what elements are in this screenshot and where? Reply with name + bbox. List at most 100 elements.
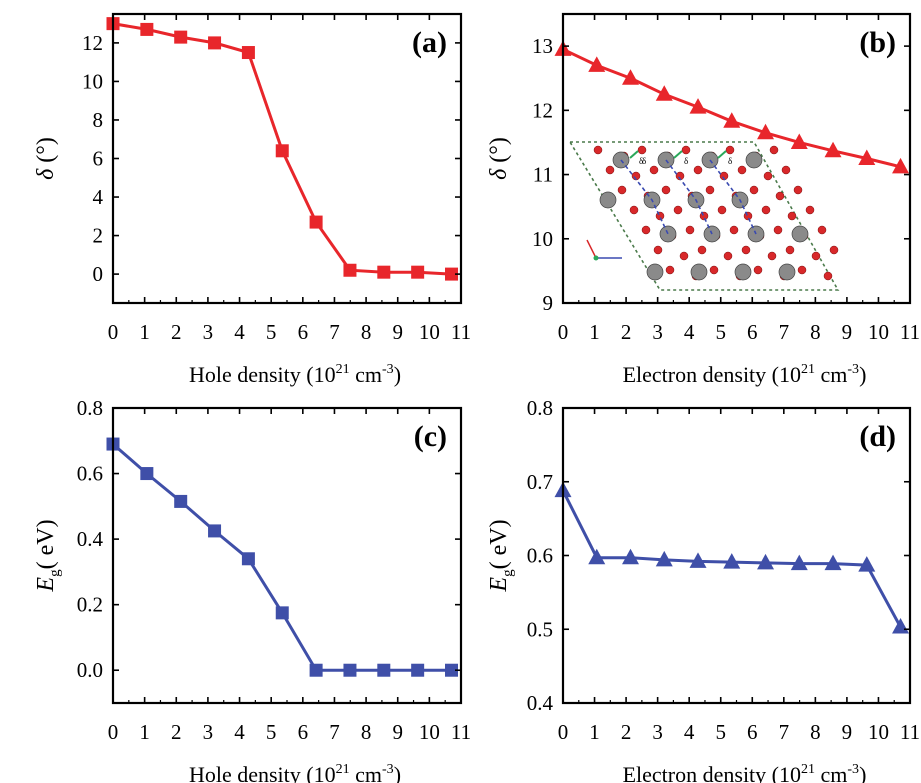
oxygen-atom (705, 185, 715, 195)
metal-atom (646, 263, 664, 281)
x-axis-title-unit: cm (815, 362, 847, 387)
y-tick-label: 0.7 (527, 470, 553, 494)
y-tick-label: 0 (93, 262, 104, 286)
oxygen-atom (823, 271, 833, 281)
oxygen-atom (829, 245, 839, 255)
x-tick-label: 9 (842, 720, 853, 744)
x-axis-title-close: ) (394, 362, 401, 387)
x-tick-label: 4 (234, 320, 245, 344)
metal-atom (690, 263, 708, 281)
oxygen-atom (661, 185, 671, 195)
x-tick-label: 4 (234, 720, 245, 744)
data-point (343, 263, 357, 277)
data-point (588, 56, 606, 72)
crystal-structure-inset: δ δ δδ (568, 141, 840, 291)
x-tick-label: 4 (684, 720, 695, 744)
panel-label: (d) (859, 420, 896, 453)
x-axis-title: Hole density (1021 cm-3) (189, 362, 401, 387)
x-tick-label: 11 (451, 720, 471, 744)
x-tick-label: 5 (266, 720, 277, 744)
y-axis-title: Eg( eV) (486, 519, 516, 592)
x-tick-label: 5 (715, 720, 726, 744)
x-axis-title-main: Electron density (10 (623, 762, 801, 783)
y-tick-label: 12 (532, 98, 553, 122)
data-point (309, 215, 323, 229)
oxygen-atom (781, 165, 791, 175)
data-point (174, 30, 188, 44)
y-tick-label: 0.8 (77, 396, 103, 420)
oxygen-atom (775, 191, 785, 201)
data-point (655, 550, 673, 567)
data-point (377, 265, 391, 279)
y-axis-title-unit: (°) (486, 137, 512, 169)
x-tick-label: 6 (747, 320, 758, 344)
x-tick-label: 3 (652, 720, 663, 744)
oxygen-atom (729, 225, 739, 235)
data-point (377, 663, 391, 677)
y-axis-title-unit: (°) (33, 137, 59, 169)
oxygen-atom (753, 265, 763, 275)
y-axis-title-symbol: δ (486, 168, 512, 180)
x-tick-label: 11 (451, 320, 471, 344)
axis-triad (586, 239, 597, 259)
chain-line (709, 159, 757, 235)
x-axis-title-exponent: 21 (801, 762, 815, 777)
y-tick-label: 9 (543, 291, 554, 315)
y-tick-label: 8 (93, 108, 104, 132)
y-axis-title-symbol: E (486, 577, 512, 593)
data-point (343, 663, 357, 677)
data-point (275, 144, 289, 158)
axes-frame (561, 406, 912, 705)
oxygen-atom (761, 205, 771, 215)
x-tick-label: 10 (419, 320, 440, 344)
y-tick-label: 0.8 (527, 396, 553, 420)
x-axis-title-unit-exponent: -3 (847, 362, 859, 377)
oxygen-atom (637, 145, 647, 155)
x-axis-title-unit: cm (815, 762, 847, 783)
x-tick-label: 4 (684, 320, 695, 344)
panel-d: 0 1 2 3 4 5 6 7 8 9 10 11 0.4 0.5 0.6 0.7 0.8 Electron de… (486, 396, 920, 783)
data-point (892, 157, 910, 174)
metal-atom (791, 225, 809, 243)
oxygen-atom (717, 205, 727, 215)
x-tick-label: 0 (108, 720, 119, 744)
oxygen-atom (673, 205, 683, 215)
axis-triad (593, 255, 599, 261)
x-tick-label: 0 (108, 320, 119, 344)
data-point (757, 123, 775, 140)
data-point (241, 552, 255, 566)
x-axis-title-main: Electron density (10 (623, 362, 801, 387)
data-point (622, 548, 640, 565)
y-tick-label: 0.4 (77, 527, 104, 551)
x-tick-label: 1 (589, 720, 600, 744)
x-tick-label: 1 (589, 320, 600, 344)
oxygen-atom (787, 211, 797, 221)
data-point (858, 556, 876, 572)
y-axis-title-subscript: g (500, 569, 516, 577)
x-tick-label: 5 (715, 320, 726, 344)
data-point (655, 85, 673, 101)
x-tick-label: 1 (139, 720, 150, 744)
y-tick-label: 10 (82, 69, 103, 93)
x-tick-label: 2 (171, 320, 182, 344)
data-point (411, 265, 425, 279)
oxygen-atom (665, 265, 675, 275)
y-tick-label: 6 (93, 147, 104, 171)
y-axis-title-symbol: δ (33, 168, 59, 180)
x-tick-label: 3 (203, 720, 214, 744)
oxygen-atom (725, 145, 735, 155)
data-point (241, 46, 255, 60)
x-tick-label: 7 (779, 720, 790, 744)
oxygen-atom (593, 145, 603, 155)
x-tick-label: 2 (621, 720, 632, 744)
data-point (824, 554, 842, 571)
x-tick-label: 7 (329, 320, 340, 344)
y-axis-title: Eg( eV) (33, 519, 63, 592)
y-tick-label: 0.0 (77, 658, 103, 682)
x-axis-title-unit-exponent: -3 (382, 362, 394, 377)
x-axis-title-unit-exponent: -3 (382, 762, 394, 777)
x-axis-title-exponent: 21 (801, 362, 815, 377)
x-tick-label: 0 (558, 720, 569, 744)
